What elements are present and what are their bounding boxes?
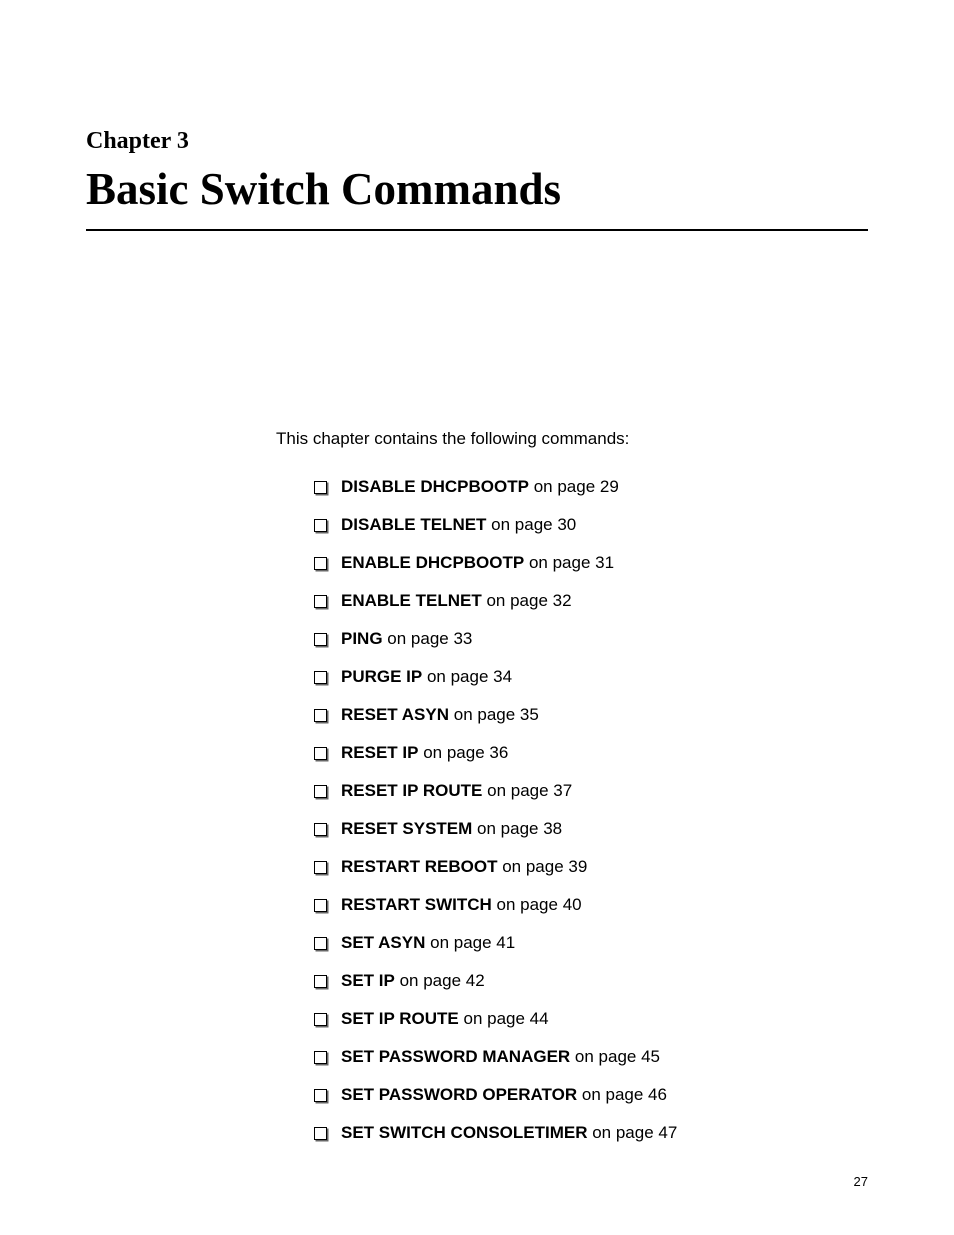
page-reference: on page 44 <box>459 1009 549 1028</box>
page-reference: on page 47 <box>588 1123 678 1142</box>
command-item: DISABLE TELNET on page 30 <box>314 515 868 535</box>
command-name: DISABLE TELNET <box>341 515 486 534</box>
command-text: SET IP on page 42 <box>341 971 485 991</box>
command-item: SET SWITCH CONSOLETIMER on page 47 <box>314 1123 868 1143</box>
command-text: PURGE IP on page 34 <box>341 667 512 687</box>
command-name: DISABLE DHCPBOOTP <box>341 477 529 496</box>
command-text: SET IP ROUTE on page 44 <box>341 1009 549 1029</box>
page-reference: on page 33 <box>383 629 473 648</box>
bullet-box-icon <box>314 823 327 836</box>
command-text: DISABLE DHCPBOOTP on page 29 <box>341 477 619 497</box>
command-item: RESTART SWITCH on page 40 <box>314 895 868 915</box>
command-text: PING on page 33 <box>341 629 472 649</box>
page-reference: on page 42 <box>395 971 485 990</box>
chapter-label: Chapter 3 <box>86 128 868 155</box>
bullet-box-icon <box>314 671 327 684</box>
command-item: SET IP on page 42 <box>314 971 868 991</box>
bullet-box-icon <box>314 557 327 570</box>
command-text: RESET IP on page 36 <box>341 743 508 763</box>
page-reference: on page 41 <box>425 933 515 952</box>
command-name: RESTART SWITCH <box>341 895 492 914</box>
bullet-box-icon <box>314 937 327 950</box>
page-reference: on page 30 <box>486 515 576 534</box>
bullet-box-icon <box>314 709 327 722</box>
command-text: SET PASSWORD OPERATOR on page 46 <box>341 1085 667 1105</box>
command-item: RESET IP on page 36 <box>314 743 868 763</box>
page-reference: on page 46 <box>577 1085 667 1104</box>
command-item: SET PASSWORD OPERATOR on page 46 <box>314 1085 868 1105</box>
command-item: SET ASYN on page 41 <box>314 933 868 953</box>
command-text: RESET ASYN on page 35 <box>341 705 539 725</box>
bullet-box-icon <box>314 747 327 760</box>
page-reference: on page 31 <box>524 553 614 572</box>
page-number: 27 <box>854 1174 868 1189</box>
command-name: SET PASSWORD MANAGER <box>341 1047 570 1066</box>
command-text: DISABLE TELNET on page 30 <box>341 515 576 535</box>
command-text: ENABLE TELNET on page 32 <box>341 591 572 611</box>
page-reference: on page 37 <box>482 781 572 800</box>
command-name: ENABLE DHCPBOOTP <box>341 553 524 572</box>
command-name: RESET SYSTEM <box>341 819 472 838</box>
command-name: SET ASYN <box>341 933 425 952</box>
command-item: PING on page 33 <box>314 629 868 649</box>
command-text: ENABLE DHCPBOOTP on page 31 <box>341 553 614 573</box>
command-item: SET IP ROUTE on page 44 <box>314 1009 868 1029</box>
page-reference: on page 36 <box>418 743 508 762</box>
page-reference: on page 45 <box>570 1047 660 1066</box>
bullet-box-icon <box>314 785 327 798</box>
command-item: PURGE IP on page 34 <box>314 667 868 687</box>
command-text: RESET SYSTEM on page 38 <box>341 819 562 839</box>
command-text: RESTART SWITCH on page 40 <box>341 895 582 915</box>
page-reference: on page 39 <box>497 857 587 876</box>
command-name: PURGE IP <box>341 667 422 686</box>
document-page: Chapter 3 Basic Switch Commands This cha… <box>0 0 954 1143</box>
command-item: DISABLE DHCPBOOTP on page 29 <box>314 477 868 497</box>
bullet-box-icon <box>314 519 327 532</box>
command-item: SET PASSWORD MANAGER on page 45 <box>314 1047 868 1067</box>
command-list: DISABLE DHCPBOOTP on page 29 DISABLE TELN… <box>314 477 868 1143</box>
bullet-box-icon <box>314 975 327 988</box>
command-text: RESET IP ROUTE on page 37 <box>341 781 572 801</box>
bullet-box-icon <box>314 1013 327 1026</box>
page-reference: on page 40 <box>492 895 582 914</box>
command-name: RESET IP ROUTE <box>341 781 482 800</box>
page-reference: on page 35 <box>449 705 539 724</box>
command-item: ENABLE TELNET on page 32 <box>314 591 868 611</box>
command-text: SET SWITCH CONSOLETIMER on page 47 <box>341 1123 677 1143</box>
chapter-title: Basic Switch Commands <box>86 163 868 231</box>
command-name: RESTART REBOOT <box>341 857 497 876</box>
command-text: SET PASSWORD MANAGER on page 45 <box>341 1047 660 1067</box>
command-item: RESET SYSTEM on page 38 <box>314 819 868 839</box>
bullet-box-icon <box>314 633 327 646</box>
command-item: ENABLE DHCPBOOTP on page 31 <box>314 553 868 573</box>
command-name: SET IP <box>341 971 395 990</box>
command-text: SET ASYN on page 41 <box>341 933 515 953</box>
command-text: RESTART REBOOT on page 39 <box>341 857 587 877</box>
command-name: PING <box>341 629 383 648</box>
bullet-box-icon <box>314 1051 327 1064</box>
command-name: SET IP ROUTE <box>341 1009 459 1028</box>
bullet-box-icon <box>314 1127 327 1140</box>
bullet-box-icon <box>314 899 327 912</box>
bullet-box-icon <box>314 481 327 494</box>
page-reference: on page 38 <box>472 819 562 838</box>
intro-text: This chapter contains the following comm… <box>276 429 868 449</box>
command-item: RESET ASYN on page 35 <box>314 705 868 725</box>
page-reference: on page 32 <box>482 591 572 610</box>
command-name: SET PASSWORD OPERATOR <box>341 1085 577 1104</box>
bullet-box-icon <box>314 861 327 874</box>
bullet-box-icon <box>314 595 327 608</box>
command-name: SET SWITCH CONSOLETIMER <box>341 1123 588 1142</box>
page-reference: on page 29 <box>529 477 619 496</box>
command-item: RESET IP ROUTE on page 37 <box>314 781 868 801</box>
page-reference: on page 34 <box>422 667 512 686</box>
command-name: RESET ASYN <box>341 705 449 724</box>
command-name: RESET IP <box>341 743 418 762</box>
bullet-box-icon <box>314 1089 327 1102</box>
command-item: RESTART REBOOT on page 39 <box>314 857 868 877</box>
command-name: ENABLE TELNET <box>341 591 482 610</box>
